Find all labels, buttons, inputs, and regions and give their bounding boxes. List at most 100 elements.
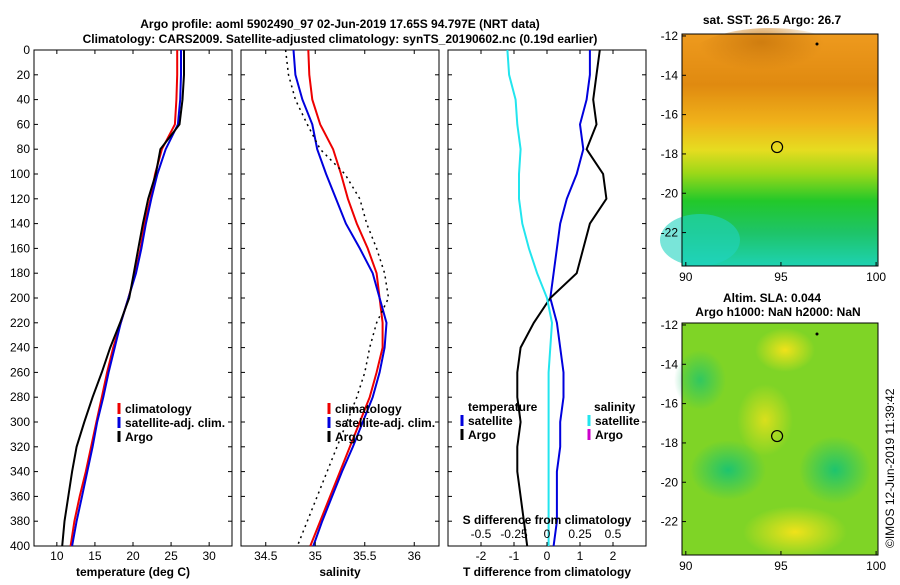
sla-y-tick-label: -16 bbox=[661, 397, 679, 411]
temperature-x-tick-label: 30 bbox=[202, 549, 216, 563]
depth-tick-label: 200 bbox=[10, 291, 30, 305]
sla-high-north bbox=[755, 328, 815, 372]
sla-y-tick-label: -12 bbox=[661, 318, 679, 332]
salinity-x-label: salinity bbox=[319, 565, 361, 579]
legend-t-title: temperature bbox=[468, 400, 538, 414]
sst-y-tick-label: -20 bbox=[661, 186, 679, 200]
difference-x-tick-label: -2 bbox=[476, 549, 487, 563]
temperature-x-tick-label: 15 bbox=[88, 549, 102, 563]
sst-x-tick-label: 100 bbox=[866, 270, 886, 284]
legend-s-title: salinity bbox=[594, 400, 636, 414]
temperature-panel bbox=[33, 49, 233, 547]
sla-y-tick-label: -14 bbox=[661, 357, 679, 371]
depth-tick-label: 240 bbox=[10, 341, 30, 355]
sla-low-west bbox=[690, 440, 766, 500]
sal-legend-climatology: climatology bbox=[335, 402, 402, 416]
sla-x-tick-label: 100 bbox=[866, 559, 886, 573]
legend-argo: Argo bbox=[125, 430, 153, 444]
legend-satellite: satellite-adj. clim. bbox=[125, 416, 225, 430]
sla-map-subtitle: Argo h1000: NaN h2000: NaN bbox=[695, 305, 860, 319]
difference-x-tick-label: 2 bbox=[610, 549, 617, 563]
salinity-x-tick-label: 35.5 bbox=[353, 549, 377, 563]
legend-t-satellite: satellite bbox=[468, 414, 513, 428]
depth-tick-label: 260 bbox=[10, 365, 30, 379]
difference-series bbox=[506, 49, 608, 547]
salinity-x-tick-label: 35 bbox=[309, 549, 323, 563]
sst-y-tick-label: -16 bbox=[661, 108, 679, 122]
sla-high-central bbox=[737, 384, 793, 456]
depth-tick-label: 40 bbox=[17, 93, 31, 107]
depth-tick-label: 100 bbox=[10, 167, 30, 181]
sst-y-tick-label: -12 bbox=[661, 29, 679, 43]
sst-y-axis: -12 -14 -16 -18 -20 -22 bbox=[661, 29, 686, 240]
sla-low-northwest bbox=[674, 350, 726, 410]
sla-y-tick-label: -20 bbox=[661, 475, 679, 489]
salinity-legend: climatology satellite-adj. clim. Argo bbox=[327, 402, 435, 444]
sla-x-axis: 90 95 100 bbox=[679, 551, 886, 573]
difference-s-tick-label: 0.25 bbox=[568, 527, 592, 541]
depth-tick-label: 0 bbox=[23, 43, 30, 57]
depth-tick-label: 20 bbox=[17, 68, 31, 82]
difference-s-tick-label: -0.25 bbox=[500, 527, 528, 541]
sst-y-tick-label: -22 bbox=[661, 226, 679, 240]
sst-map bbox=[660, 28, 879, 267]
title-line-2: Climatology: CARS2009. Satellite-adjuste… bbox=[83, 32, 598, 46]
sla-high-south bbox=[743, 506, 847, 558]
sla-y-tick-label: -18 bbox=[661, 436, 679, 450]
salinity-panel bbox=[240, 49, 440, 547]
sla-map bbox=[674, 322, 879, 558]
salinity-series bbox=[284, 49, 390, 547]
salinity-difference-axis: -0.5 -0.25 0 0.25 0.5 bbox=[471, 50, 622, 546]
sst-map-title: sat. SST: 26.5 Argo: 26.7 bbox=[703, 13, 842, 27]
depth-tick-label: 60 bbox=[17, 117, 31, 131]
difference-x-tick-label: 0 bbox=[544, 549, 551, 563]
difference-s-tick-label: 0.5 bbox=[605, 527, 622, 541]
salinity-x-tick-label: 34.5 bbox=[254, 549, 278, 563]
sst-x-tick-label: 90 bbox=[679, 270, 693, 284]
depth-axis: 0 20 40 60 80 100 120 140 160 180 200 220 240 260 280 3… bbox=[10, 43, 646, 553]
depth-tick-label: 220 bbox=[10, 316, 30, 330]
difference-s-tick-label: -0.5 bbox=[471, 527, 492, 541]
salinity-x-axis: 34.5 35 35.5 36 bbox=[254, 50, 421, 563]
sla-x-tick-label: 90 bbox=[679, 559, 693, 573]
temperature-legend: climatology satellite-adj. clim. Argo bbox=[117, 402, 225, 444]
depth-tick-label: 180 bbox=[10, 266, 30, 280]
sst-x-axis: 90 95 100 bbox=[679, 262, 886, 284]
difference-legend: temperature salinity satellite Argo sate… bbox=[460, 400, 640, 442]
sal-legend-argo: Argo bbox=[335, 430, 363, 444]
legend-climatology: climatology bbox=[125, 402, 192, 416]
sst-y-tick-label: -14 bbox=[661, 68, 679, 82]
depth-tick-label: 80 bbox=[17, 142, 31, 156]
difference-x-tick-label: -1 bbox=[509, 549, 520, 563]
difference-series-temperature-argo bbox=[516, 49, 608, 547]
temperature-x-tick-label: 10 bbox=[50, 549, 64, 563]
sst-float-marker bbox=[770, 140, 784, 154]
s-difference-title: S difference from climatology bbox=[463, 513, 632, 527]
sal-legend-satellite: satellite-adj. clim. bbox=[335, 416, 435, 430]
imos-credit: ©IMOS 12-Jun-2019 11:39:42 bbox=[883, 388, 897, 548]
sst-y-tick-label: -18 bbox=[661, 147, 679, 161]
temperature-x-tick-label: 25 bbox=[164, 549, 178, 563]
sla-float-marker bbox=[770, 429, 784, 443]
temperature-x-tick-label: 20 bbox=[126, 549, 140, 563]
legend-s-satellite: satellite bbox=[595, 414, 640, 428]
sla-map-title: Altim. SLA: 0.044 bbox=[723, 291, 821, 305]
depth-tick-label: 360 bbox=[10, 489, 30, 503]
sla-frame bbox=[681, 322, 879, 556]
salinity-series-satellite-adj-clim- bbox=[292, 49, 388, 547]
sla-y-tick-label: -22 bbox=[661, 515, 679, 529]
legend-t-argo: Argo bbox=[468, 428, 496, 442]
sst-frame bbox=[681, 33, 879, 267]
title-line-1: Argo profile: aoml 5902490_97 02-Jun-201… bbox=[140, 17, 540, 31]
sla-x-tick-label: 95 bbox=[774, 559, 788, 573]
difference-s-tick-label: 0 bbox=[544, 527, 551, 541]
difference-x-tick-label: 1 bbox=[577, 549, 584, 563]
depth-tick-label: 320 bbox=[10, 440, 30, 454]
depth-tick-label: 340 bbox=[10, 465, 30, 479]
depth-tick-label: 160 bbox=[10, 241, 30, 255]
depth-tick-label: 120 bbox=[10, 192, 30, 206]
temperature-series bbox=[61, 50, 185, 547]
depth-tick-label: 280 bbox=[10, 390, 30, 404]
depth-tick-label: 400 bbox=[10, 539, 30, 553]
